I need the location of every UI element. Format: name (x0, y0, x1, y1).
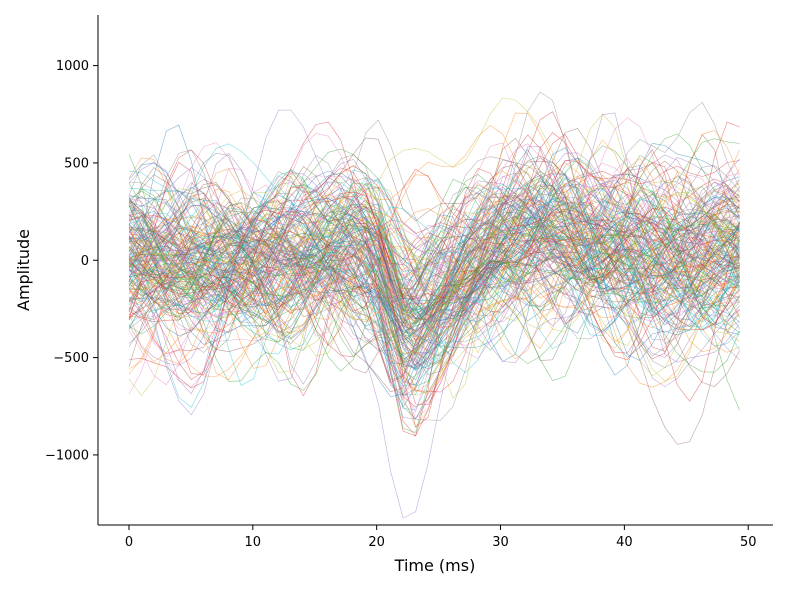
waveform-trace (128, 167, 740, 325)
waveform-trace (128, 180, 740, 325)
x-tick-label: 0 (125, 535, 133, 550)
waveform-trace (128, 158, 740, 420)
waveform-trace (128, 161, 740, 297)
x-tick-label: 40 (616, 535, 633, 550)
waveform-trace (128, 190, 740, 364)
waveform-trace (128, 177, 740, 349)
waveform-trace (128, 173, 740, 367)
waveform-trace (128, 193, 740, 375)
waveform-trace (128, 206, 740, 364)
y-tick-label: −1000 (45, 448, 89, 463)
waveform-trace (128, 156, 740, 341)
waveform-trace (128, 219, 740, 373)
waveform-trace (128, 162, 740, 419)
y-tick-label: −500 (53, 351, 89, 366)
waveform-trace (128, 202, 740, 357)
waveform-trace (128, 187, 740, 331)
waveform-trace (128, 181, 740, 320)
y-tick-label: 0 (81, 254, 89, 269)
waveform-trace (128, 182, 740, 324)
waveform-trace (128, 181, 740, 311)
waveform-trace (128, 179, 740, 384)
x-tick-label: 10 (245, 535, 262, 550)
y-tick-label: 1000 (56, 59, 89, 74)
waveform-trace (128, 187, 740, 372)
waveform-trace (128, 157, 740, 355)
waveform-trace (128, 175, 740, 374)
waveform-trace (128, 198, 740, 371)
waveform-trace (128, 178, 740, 298)
waveform-trace (128, 192, 740, 445)
y-axis-ticks: −1000 −500 0 500 1000 (45, 59, 98, 463)
waveform-trace (128, 192, 740, 354)
waveform-trace (128, 121, 740, 437)
y-tick-label: 500 (64, 156, 89, 171)
waveform-trace (128, 170, 740, 363)
waveform-trace (128, 152, 740, 368)
waveform-trace (128, 188, 740, 396)
waveform-trace (128, 162, 740, 361)
waveform-trace (128, 200, 740, 333)
waveform-trace (128, 159, 740, 368)
waveform-trace (128, 208, 740, 387)
waveform-trace (128, 142, 740, 381)
trace-group (128, 91, 740, 519)
waveform-trace (128, 170, 740, 326)
waveform-trace (128, 195, 740, 401)
waveform-trace (128, 154, 740, 381)
waveform-trace (128, 170, 740, 394)
waveform-trace (128, 154, 740, 347)
waveform-trace (128, 204, 740, 410)
waveform-trace (128, 134, 740, 402)
waveform-trace (128, 147, 740, 340)
waveform-trace (128, 157, 740, 393)
waveform-trace (128, 184, 740, 391)
x-tick-label: 20 (368, 535, 385, 550)
x-tick-label: 30 (492, 535, 509, 550)
y-axis-label: Amplitude (14, 229, 33, 311)
x-axis-ticks: 0 10 20 30 40 50 (125, 525, 757, 550)
waveform-trace (128, 165, 740, 318)
x-tick-label: 50 (740, 535, 757, 550)
x-axis-label: Time (ms) (394, 556, 476, 575)
waveform-trace (128, 159, 740, 428)
waveform-trace (128, 157, 740, 381)
